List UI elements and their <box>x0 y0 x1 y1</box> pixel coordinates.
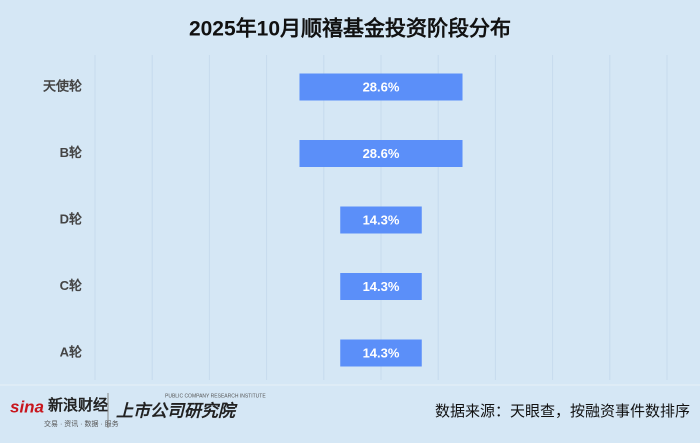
bar <box>340 339 422 367</box>
source-note: 数据来源：天眼查，按融资事件数排序 <box>435 403 690 420</box>
value-label: 28.6% <box>363 79 400 94</box>
y-tick-label: A轮 <box>60 344 82 359</box>
value-label: 14.3% <box>363 212 400 227</box>
bar <box>340 273 422 300</box>
logo-sub: 交易 · 资讯 · 数据 · 服务 <box>44 419 119 428</box>
value-label: 14.3% <box>363 345 400 360</box>
logo: 新浪财经 <box>48 396 108 414</box>
y-tick-label: 天使轮 <box>43 78 82 93</box>
sina-mark: sina <box>10 397 44 416</box>
chart-title: 2025年10月顺禧基金投资阶段分布 <box>189 17 511 41</box>
brand: 上市公司研究院 <box>116 401 238 420</box>
y-tick-label: B轮 <box>60 145 82 160</box>
value-label: 14.3% <box>363 279 400 294</box>
y-tick-label: D轮 <box>60 211 82 226</box>
bar <box>299 73 463 101</box>
bar <box>299 140 463 167</box>
bar <box>340 206 422 234</box>
brand-sub: PUBLIC COMPANY RESEARCH INSTITUTE <box>165 393 266 399</box>
y-tick-label: C轮 <box>60 278 82 293</box>
value-label: 28.6% <box>363 146 400 161</box>
